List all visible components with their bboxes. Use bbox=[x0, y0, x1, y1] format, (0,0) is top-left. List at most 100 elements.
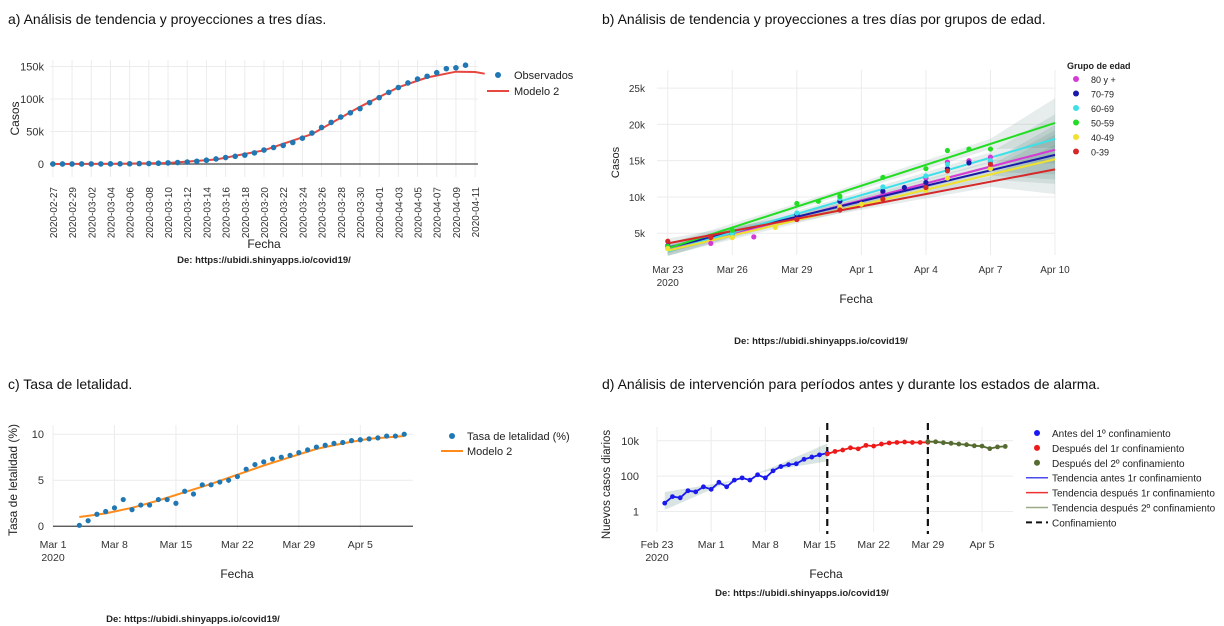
before-point bbox=[662, 500, 668, 506]
x-tick-label: Mar 8 bbox=[101, 539, 128, 551]
model-line bbox=[79, 435, 405, 518]
y-tick-label: 0 bbox=[38, 521, 44, 533]
x-tick-label: 2020-04-01 bbox=[375, 187, 386, 239]
source-note: De: https://ubidi.shinyapps.io/covid19/ bbox=[734, 336, 908, 347]
x-tick-label: 2020-03-06 bbox=[126, 187, 137, 239]
x-tick-label: 2020-04-09 bbox=[452, 187, 463, 239]
x-axis-label: Fecha bbox=[839, 292, 873, 306]
observed-point bbox=[385, 89, 392, 96]
x-axis-label: Fecha bbox=[220, 567, 254, 581]
legend-observed-label: Observados bbox=[514, 70, 574, 82]
observed-point bbox=[117, 161, 123, 167]
legend-label: 70-79 bbox=[1091, 90, 1114, 100]
observed-point bbox=[366, 436, 372, 442]
data-point bbox=[987, 158, 994, 164]
legend-label: Antes del 1º confinamiento bbox=[1052, 429, 1171, 440]
x-tick-label: 2020-04-03 bbox=[394, 187, 405, 239]
observed-point bbox=[322, 442, 328, 448]
legend-model-label: Modelo 2 bbox=[467, 446, 512, 458]
y-tick-label: 10 bbox=[32, 429, 44, 441]
observed-point bbox=[190, 491, 197, 497]
data-point bbox=[880, 196, 886, 202]
after1-point bbox=[871, 443, 877, 449]
observed-point bbox=[226, 477, 232, 483]
legend-label: Tendencia después 1r confinamiento bbox=[1052, 489, 1215, 500]
x-tick-label: 2020-03-26 bbox=[318, 187, 329, 239]
observed-point bbox=[433, 69, 440, 76]
after2-point bbox=[925, 439, 931, 444]
before-point bbox=[739, 475, 745, 481]
model-line bbox=[52, 70, 485, 165]
x-tick-label: Mar 29 bbox=[283, 539, 316, 551]
x-tick-label: Apr 10 bbox=[1040, 265, 1070, 276]
after1-point bbox=[894, 440, 900, 445]
x-tick-label: 2020-02-29 bbox=[68, 187, 79, 239]
data-point bbox=[987, 161, 994, 167]
data-point bbox=[665, 245, 671, 252]
x-tick-label: Mar 29 bbox=[912, 539, 945, 551]
observed-point bbox=[174, 159, 181, 166]
data-point bbox=[772, 224, 778, 231]
data-point bbox=[944, 168, 951, 174]
after2-point bbox=[940, 440, 946, 446]
observed-point bbox=[120, 496, 126, 503]
after2-point bbox=[1002, 444, 1008, 449]
after2-point bbox=[933, 439, 939, 445]
x-tick-label: Apr 1 bbox=[849, 265, 873, 276]
observed-point bbox=[269, 456, 276, 462]
data-point bbox=[987, 166, 994, 172]
legend-label: Después del 1r confinamiento bbox=[1052, 444, 1185, 455]
legend-marker bbox=[1073, 105, 1079, 111]
observed-point bbox=[328, 119, 334, 126]
data-point bbox=[794, 200, 800, 207]
chart-b: Mar 23 2020 Mar 26 Mar 29 Apr 1 Apr 4 Apr 7 Apr… bbox=[610, 61, 1131, 347]
panel-a-title: a) Análisis de tendencia y proyecciones … bbox=[8, 11, 327, 27]
observed-point bbox=[296, 450, 302, 456]
observed-point bbox=[194, 158, 200, 165]
data-point bbox=[944, 175, 951, 181]
before-point bbox=[701, 484, 706, 490]
legend-marker bbox=[1073, 90, 1079, 97]
observed-point bbox=[234, 473, 240, 480]
observed-point bbox=[243, 466, 249, 472]
x-tick-label: 2020-03-20 bbox=[260, 187, 271, 239]
data-point bbox=[966, 146, 972, 152]
x-tick-label: Apr 7 bbox=[979, 265, 1003, 276]
data-point bbox=[708, 234, 714, 241]
legend-label: Confinamiento bbox=[1052, 518, 1117, 529]
data-point bbox=[880, 184, 886, 190]
observed-point bbox=[318, 124, 325, 131]
data-point bbox=[944, 147, 951, 154]
observed-point bbox=[289, 139, 296, 146]
observed-point bbox=[401, 431, 407, 437]
data-point bbox=[665, 238, 671, 244]
observed-point bbox=[443, 65, 450, 72]
legend-label: 0-39 bbox=[1091, 148, 1109, 158]
after2-point bbox=[964, 442, 969, 448]
observed-point bbox=[98, 161, 104, 167]
observed-point bbox=[347, 109, 354, 116]
observed-point bbox=[242, 152, 248, 158]
data-point bbox=[966, 160, 972, 166]
panel-b-title: b) Análisis de tendencia y proyecciones … bbox=[602, 11, 1046, 27]
source-note: De: https://ubidi.shinyapps.io/covid19/ bbox=[177, 255, 351, 266]
data-point bbox=[923, 166, 929, 172]
data-point bbox=[880, 174, 886, 180]
observed-point bbox=[232, 153, 239, 160]
y-tick-label: 100k bbox=[20, 94, 44, 106]
observed-point bbox=[136, 160, 143, 167]
before-point bbox=[708, 486, 714, 492]
legend-marker bbox=[1073, 76, 1079, 82]
observed-point bbox=[78, 161, 85, 167]
data-point bbox=[837, 193, 843, 199]
x-tick-label: 2020-03-18 bbox=[241, 187, 252, 239]
x-tick-label: 2020-03-02 bbox=[87, 187, 98, 239]
after1-point bbox=[879, 441, 884, 447]
data-point bbox=[729, 234, 735, 241]
trend-line bbox=[667, 122, 1056, 250]
data-point bbox=[901, 184, 908, 191]
after2-point bbox=[948, 440, 954, 446]
before-point bbox=[685, 488, 691, 494]
